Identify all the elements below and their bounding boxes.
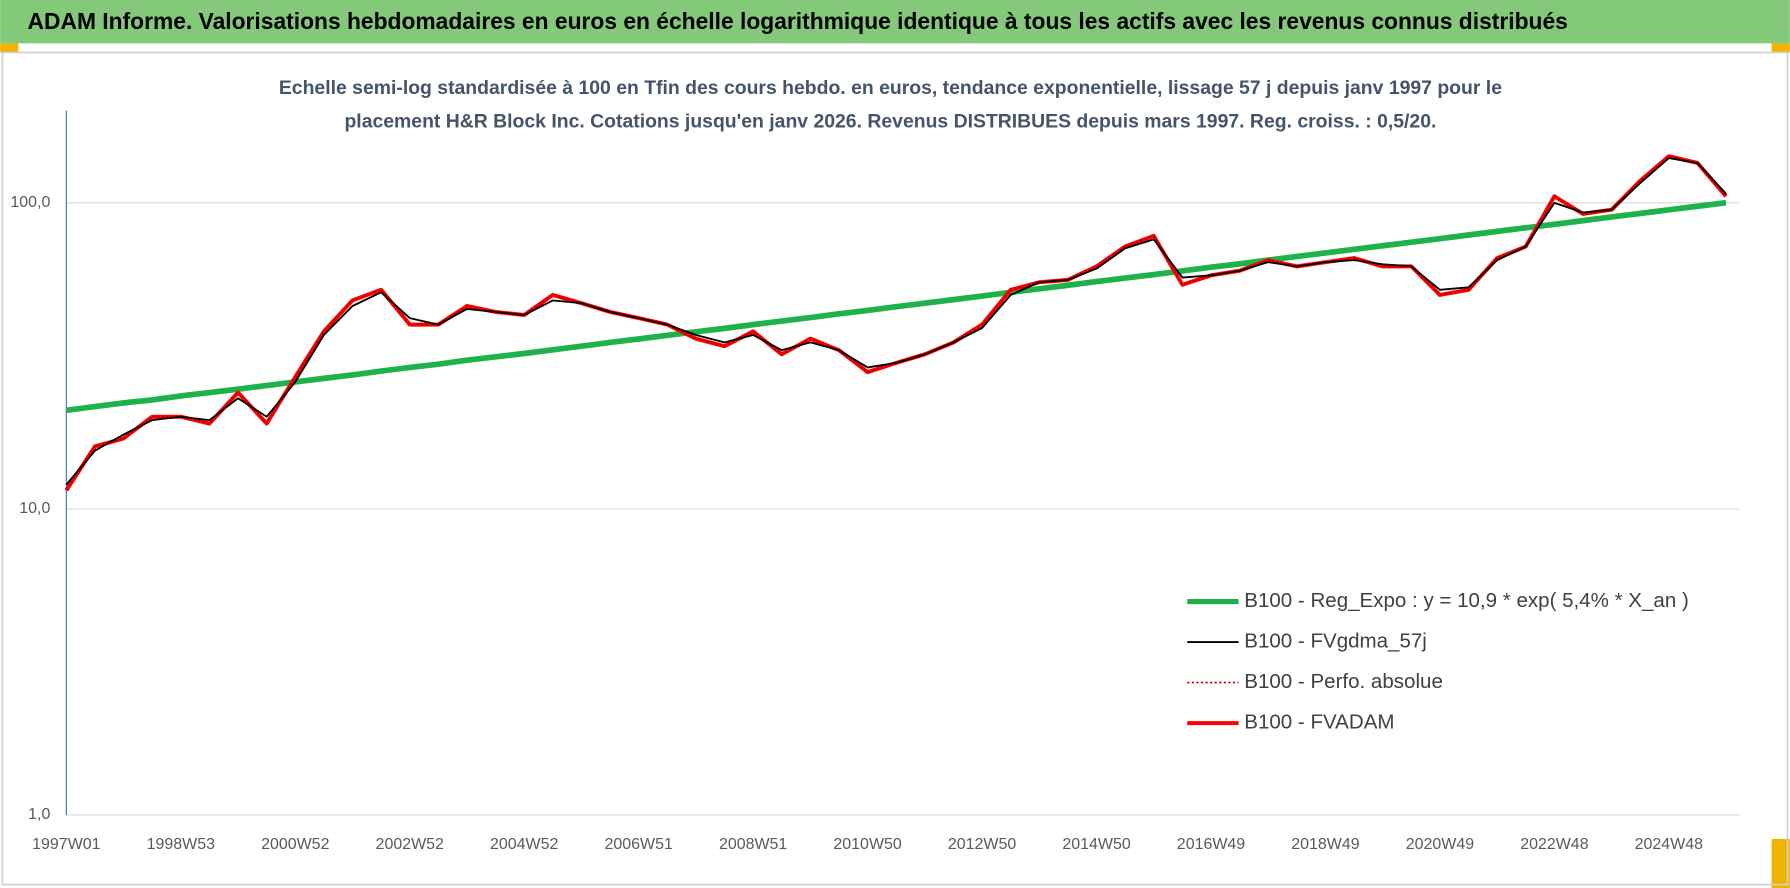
header-bar [0,0,1790,44]
x-tick-label: 2008W51 [719,836,787,853]
legend-label: B100 - FVgdma_57j [1244,629,1427,652]
x-tick-label: 1998W53 [147,836,215,853]
x-tick-label: 2010W50 [833,836,901,853]
x-tick-label: 2018W49 [1291,836,1359,853]
legend-label: B100 - FVADAM [1244,710,1394,733]
legend-label: B100 - Reg_Expo : y = 10,9 * exp( 5,4% *… [1244,589,1689,612]
x-tick-label: 2000W52 [261,836,329,853]
x-tick-label: 2016W49 [1177,836,1245,853]
frame [1,51,1789,886]
y-tick-label: 100,0 [10,194,50,211]
series-line [65,199,1727,414]
corner [1771,43,1790,53]
series-line [65,155,1727,491]
x-tick-label: 2002W52 [376,836,444,853]
subtitle: Echelle semi-log standardisée à 100 en T… [279,77,1502,99]
y-tick-label: 1,0 [28,806,50,823]
legend-label: B100 - Perfo. absolue [1244,670,1443,693]
x-tick-label: 2020W49 [1406,836,1474,853]
header-title: ADAM Informe. Valorisations hebdomadaire… [28,8,1568,34]
x-tick-label: 2012W50 [948,836,1016,853]
x-tick-label: 1997W01 [32,836,100,853]
series-line [65,157,1727,486]
x-tick-label: 2004W52 [490,836,558,853]
corner [1771,838,1790,888]
subtitle: placement H&R Block Inc. Cotations jusqu… [344,110,1436,132]
y-tick-label: 10,0 [19,500,50,517]
x-tick-label: 2024W48 [1635,836,1703,853]
x-tick-label: 2006W51 [604,836,672,853]
x-tick-label: 2022W48 [1520,836,1588,853]
x-tick-label: 2014W50 [1062,836,1130,853]
corner [0,43,19,53]
